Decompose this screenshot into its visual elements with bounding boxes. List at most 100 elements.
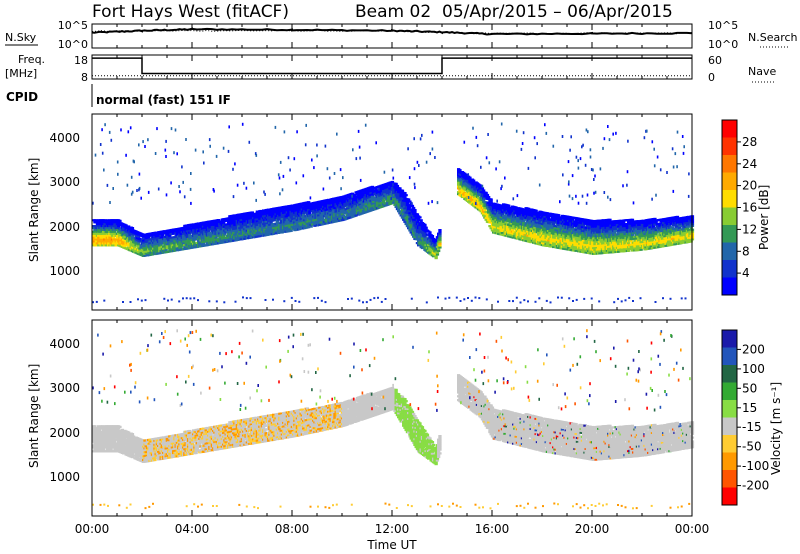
heatmap-cell xyxy=(258,235,262,238)
heatmap-cell xyxy=(165,235,169,238)
heatmap-cell xyxy=(103,219,107,222)
heatmap-cell xyxy=(483,205,487,208)
heatmap-cell xyxy=(314,207,318,210)
heatmap-cell xyxy=(202,242,206,245)
heatmap-cell xyxy=(434,257,438,260)
heatmap-cell xyxy=(488,215,492,218)
heatmap-cell xyxy=(495,218,500,222)
heatmap-cell xyxy=(137,245,141,248)
heatmap-cell xyxy=(434,247,438,250)
heatmap-cell xyxy=(264,222,268,225)
heatmap-cell xyxy=(107,238,111,241)
heatmap-cell xyxy=(163,230,167,233)
heatmap-cell xyxy=(122,229,126,232)
heatmap-cell xyxy=(428,231,432,234)
heatmap-cell xyxy=(489,202,493,205)
heatmap-cell xyxy=(133,245,137,248)
heatmap-cell xyxy=(339,207,343,210)
heatmap-cell xyxy=(482,199,486,202)
heatmap-cell xyxy=(372,189,376,192)
heatmap-cell xyxy=(120,234,125,237)
heatmap-cell xyxy=(287,214,291,217)
heatmap-cell xyxy=(233,225,237,228)
heatmap-cell xyxy=(117,225,121,228)
heatmap-cell xyxy=(192,240,196,243)
heatmap-cell xyxy=(350,192,355,195)
heatmap-cell xyxy=(204,223,208,226)
heatmap-cell xyxy=(484,191,488,194)
heatmap-cell xyxy=(113,221,117,224)
heatmap-cell xyxy=(274,230,278,233)
heatmap-cell xyxy=(372,202,376,205)
heatmap-cell xyxy=(468,178,472,181)
heatmap-cell xyxy=(438,231,442,234)
heatmap-cell xyxy=(217,226,221,229)
freq-tick-left-bottom: 8 xyxy=(81,71,88,84)
heatmap-cell xyxy=(175,231,179,234)
heatmap-cell xyxy=(263,228,267,231)
heatmap-cell xyxy=(280,208,284,211)
heatmap-cell xyxy=(418,225,422,229)
heatmap-cell xyxy=(382,199,386,202)
heatmap-cell xyxy=(360,208,365,211)
heatmap-cell xyxy=(348,205,352,208)
heatmap-cell xyxy=(239,234,243,237)
heatmap-cell xyxy=(183,228,187,231)
heatmap-cell xyxy=(395,184,400,188)
heatmap-cell xyxy=(489,227,493,230)
heatmap-cell xyxy=(349,200,353,203)
heatmap-cell xyxy=(222,227,226,230)
heatmap-cell xyxy=(288,224,292,227)
heatmap-cell xyxy=(267,233,271,236)
heatmap-cell xyxy=(224,229,228,232)
heatmap-cell xyxy=(487,211,491,214)
heatmap-cell xyxy=(489,198,493,201)
heatmap-cell xyxy=(247,225,251,228)
heatmap-cell xyxy=(400,189,405,192)
heatmap-cell xyxy=(212,239,216,242)
heatmap-cell xyxy=(337,200,341,203)
heatmap-cell xyxy=(299,204,303,207)
heatmap-cell xyxy=(95,238,100,241)
heatmap-cell xyxy=(385,184,390,187)
heatmap-cell xyxy=(209,235,213,238)
heatmap-cell xyxy=(307,201,311,204)
heatmap-cell xyxy=(214,225,218,228)
heatmap-cell xyxy=(247,229,251,232)
heatmap-cell xyxy=(207,230,211,233)
heatmap-cell xyxy=(350,206,355,209)
heatmap-cell xyxy=(124,224,128,227)
heatmap-cell xyxy=(277,231,281,234)
heatmap-cell xyxy=(312,221,316,224)
heatmap-cell xyxy=(215,230,219,233)
heatmap-cell xyxy=(187,229,191,233)
heatmap-cell xyxy=(143,241,147,244)
heatmap-cell xyxy=(334,201,338,204)
heatmap-cell xyxy=(219,226,223,229)
heatmap-cell xyxy=(394,182,398,185)
heatmap-cell xyxy=(369,192,373,195)
date-range: 05/Apr/2015 – 06/Apr/2015 xyxy=(442,2,673,22)
heatmap-cell xyxy=(494,205,498,208)
heatmap-cell xyxy=(109,225,113,228)
heatmap-cell xyxy=(107,223,111,226)
heatmap-cell xyxy=(340,211,345,214)
heatmap-cell xyxy=(94,244,98,247)
heatmap-cell xyxy=(329,209,333,212)
heatmap-cell xyxy=(118,219,122,222)
heatmap-cell xyxy=(292,210,296,213)
heatmap-cell xyxy=(299,223,303,226)
heatmap-cell xyxy=(255,220,259,223)
heatmap-cell xyxy=(222,235,226,238)
heatmap-cell xyxy=(485,205,490,208)
heatmap-cell xyxy=(500,224,505,227)
heatmap-cell xyxy=(392,192,396,195)
heatmap-cell xyxy=(168,235,172,238)
heatmap-cell xyxy=(317,208,321,211)
heatmap-cell xyxy=(209,222,213,225)
heatmap-cell xyxy=(127,225,131,228)
heatmap-cell xyxy=(314,222,318,225)
heatmap-cell xyxy=(230,218,234,221)
heatmap-cell xyxy=(262,209,266,212)
